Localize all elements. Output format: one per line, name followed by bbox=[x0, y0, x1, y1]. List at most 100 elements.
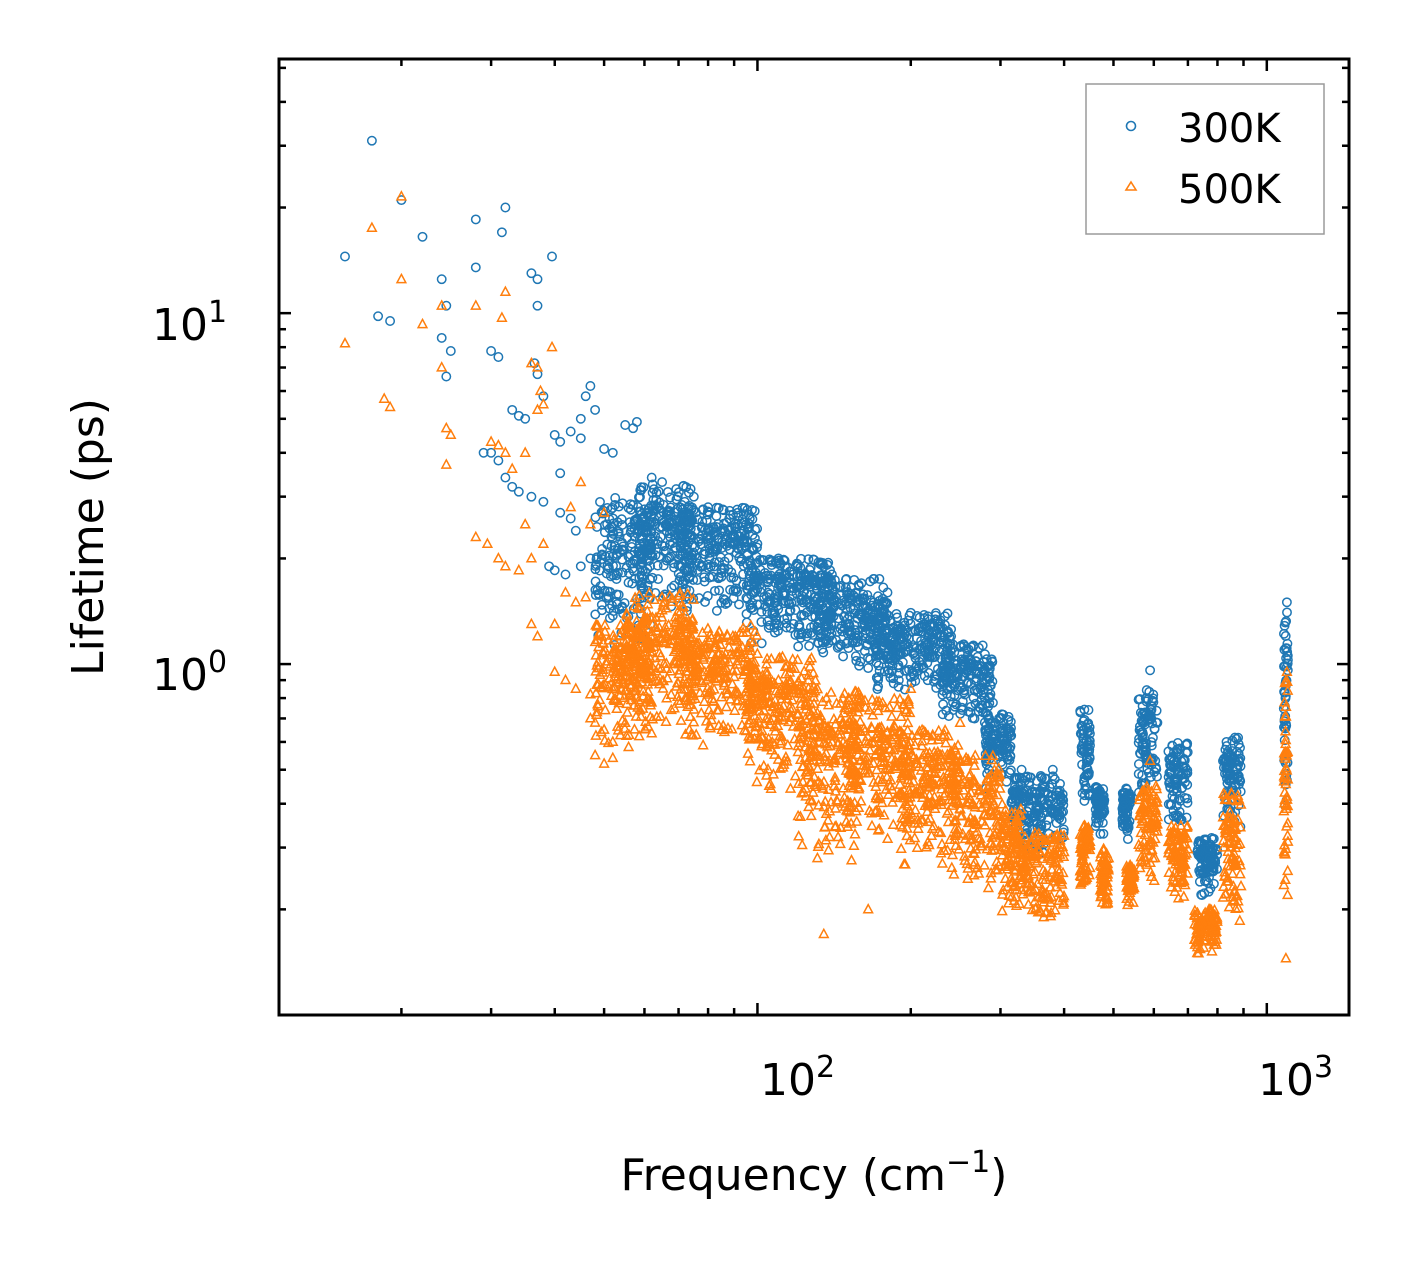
point-500k-172 bbox=[592, 661, 604, 673]
point-300k-1197 bbox=[869, 574, 880, 584]
point-300k-1636 bbox=[979, 649, 990, 660]
point-300k-1493 bbox=[872, 627, 883, 637]
point-300k-1601 bbox=[959, 685, 970, 696]
point-300k-978 bbox=[785, 622, 796, 633]
point-300k-2056 bbox=[1083, 718, 1094, 729]
point-300k-2685 bbox=[493, 455, 504, 466]
point-300k-449 bbox=[688, 505, 699, 516]
point-300k-683 bbox=[675, 521, 686, 532]
point-300k-1952 bbox=[1031, 794, 1042, 805]
point-500k-1380 bbox=[882, 788, 895, 799]
point-500k-57 bbox=[621, 706, 633, 717]
point-500k-110 bbox=[601, 655, 613, 666]
point-300k-580 bbox=[693, 536, 704, 547]
point-300k-1658 bbox=[942, 684, 953, 695]
point-300k-2396 bbox=[1166, 766, 1177, 777]
point-300k-370 bbox=[659, 541, 670, 552]
point-300k-2702 bbox=[688, 491, 699, 502]
point-300k-2587 bbox=[1228, 773, 1239, 784]
point-500k-398 bbox=[664, 665, 677, 676]
point-300k-2682 bbox=[631, 416, 642, 427]
point-300k-1205 bbox=[873, 591, 883, 602]
point-300k-2197 bbox=[1117, 813, 1128, 824]
point-300k-260 bbox=[658, 560, 669, 571]
point-300k-583 bbox=[675, 543, 686, 554]
point-300k-552 bbox=[700, 596, 710, 607]
point-300k-1955 bbox=[1024, 779, 1035, 790]
point-300k-1995 bbox=[1018, 795, 1028, 806]
point-300k-893 bbox=[790, 629, 801, 640]
point-500k-320 bbox=[637, 613, 650, 624]
point-500k-66 bbox=[614, 618, 627, 630]
point-300k-2648 bbox=[436, 274, 447, 285]
point-500k-51 bbox=[590, 686, 602, 698]
point-300k-2290 bbox=[1146, 754, 1157, 765]
point-300k-2481 bbox=[1205, 883, 1216, 894]
point-300k-378 bbox=[636, 513, 647, 523]
point-300k-1651 bbox=[936, 677, 947, 688]
point-300k-38 bbox=[590, 576, 601, 587]
point-300k-2558 bbox=[1221, 741, 1232, 752]
point-300k-2490 bbox=[1195, 866, 1206, 877]
point-300k-281 bbox=[650, 550, 661, 561]
point-500k-424 bbox=[669, 615, 682, 627]
point-500k-373 bbox=[656, 627, 668, 638]
point-500k-344 bbox=[675, 714, 687, 725]
point-300k-2066 bbox=[1081, 761, 1092, 772]
point-300k-71 bbox=[612, 568, 623, 578]
point-300k-927 bbox=[795, 576, 806, 587]
point-500k-155 bbox=[619, 722, 631, 733]
point-300k-2055 bbox=[1075, 707, 1086, 718]
point-300k-1961 bbox=[1009, 772, 1020, 783]
point-500k-325 bbox=[620, 652, 632, 664]
point-300k-2394 bbox=[1178, 754, 1189, 765]
point-300k-1675 bbox=[938, 672, 949, 683]
point-300k-2647 bbox=[417, 231, 428, 242]
point-300k-1230 bbox=[813, 638, 824, 649]
point-300k-206 bbox=[619, 598, 630, 609]
point-300k-164 bbox=[611, 561, 622, 571]
point-300k-2391 bbox=[1164, 754, 1175, 765]
point-300k-2673 bbox=[575, 433, 586, 444]
point-300k-2380 bbox=[1165, 782, 1176, 793]
point-300k-1975 bbox=[1051, 790, 1062, 801]
point-300k-665 bbox=[699, 549, 710, 560]
point-300k-2381 bbox=[1176, 814, 1187, 825]
point-300k-1108 bbox=[835, 581, 846, 591]
point-300k-2705 bbox=[741, 519, 752, 530]
point-300k-253 bbox=[665, 532, 676, 543]
point-300k-2181 bbox=[1122, 834, 1133, 845]
point-300k-659 bbox=[719, 518, 729, 529]
point-500k-231 bbox=[643, 586, 656, 598]
point-300k-2618 bbox=[1282, 607, 1292, 618]
point-300k-1169 bbox=[836, 621, 847, 632]
point-500k-274 bbox=[621, 697, 633, 709]
point-500k-306 bbox=[648, 593, 660, 604]
point-300k-2636 bbox=[1279, 716, 1290, 727]
point-500k-413 bbox=[631, 626, 643, 637]
point-300k-1989 bbox=[1057, 789, 1068, 800]
point-500k-428 bbox=[625, 680, 637, 692]
point-300k-966 bbox=[815, 557, 826, 568]
point-300k-573 bbox=[684, 571, 695, 582]
point-300k-2583 bbox=[1223, 763, 1234, 774]
point-500k-364 bbox=[643, 693, 655, 704]
point-300k-1680 bbox=[941, 653, 952, 664]
point-500k-425 bbox=[642, 642, 654, 654]
point-300k-970 bbox=[785, 582, 796, 593]
point-300k-2649 bbox=[441, 300, 452, 311]
point-300k-867 bbox=[764, 595, 774, 606]
point-500k-167 bbox=[594, 681, 606, 692]
point-300k-2683 bbox=[478, 447, 489, 458]
point-300k-607 bbox=[710, 545, 721, 555]
point-300k-151 bbox=[590, 512, 601, 523]
point-300k-395 bbox=[669, 580, 680, 591]
point-300k-515 bbox=[683, 508, 694, 519]
point-300k-946 bbox=[791, 596, 802, 607]
point-300k-676 bbox=[702, 531, 713, 542]
point-500k-331 bbox=[666, 592, 678, 603]
point-300k-1728 bbox=[1001, 776, 1012, 787]
point-500k-701 bbox=[729, 704, 741, 715]
point-300k-158 bbox=[624, 568, 634, 579]
point-300k-2659 bbox=[507, 404, 518, 415]
